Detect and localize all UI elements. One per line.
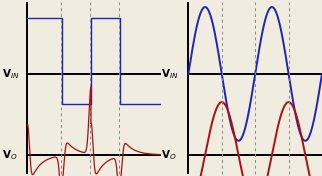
Text: V$_{IN}$: V$_{IN}$ bbox=[2, 67, 19, 81]
Text: V$_{O}$: V$_{O}$ bbox=[161, 148, 176, 162]
Text: V$_{O}$: V$_{O}$ bbox=[2, 148, 17, 162]
Text: V$_{IN}$: V$_{IN}$ bbox=[161, 67, 178, 81]
